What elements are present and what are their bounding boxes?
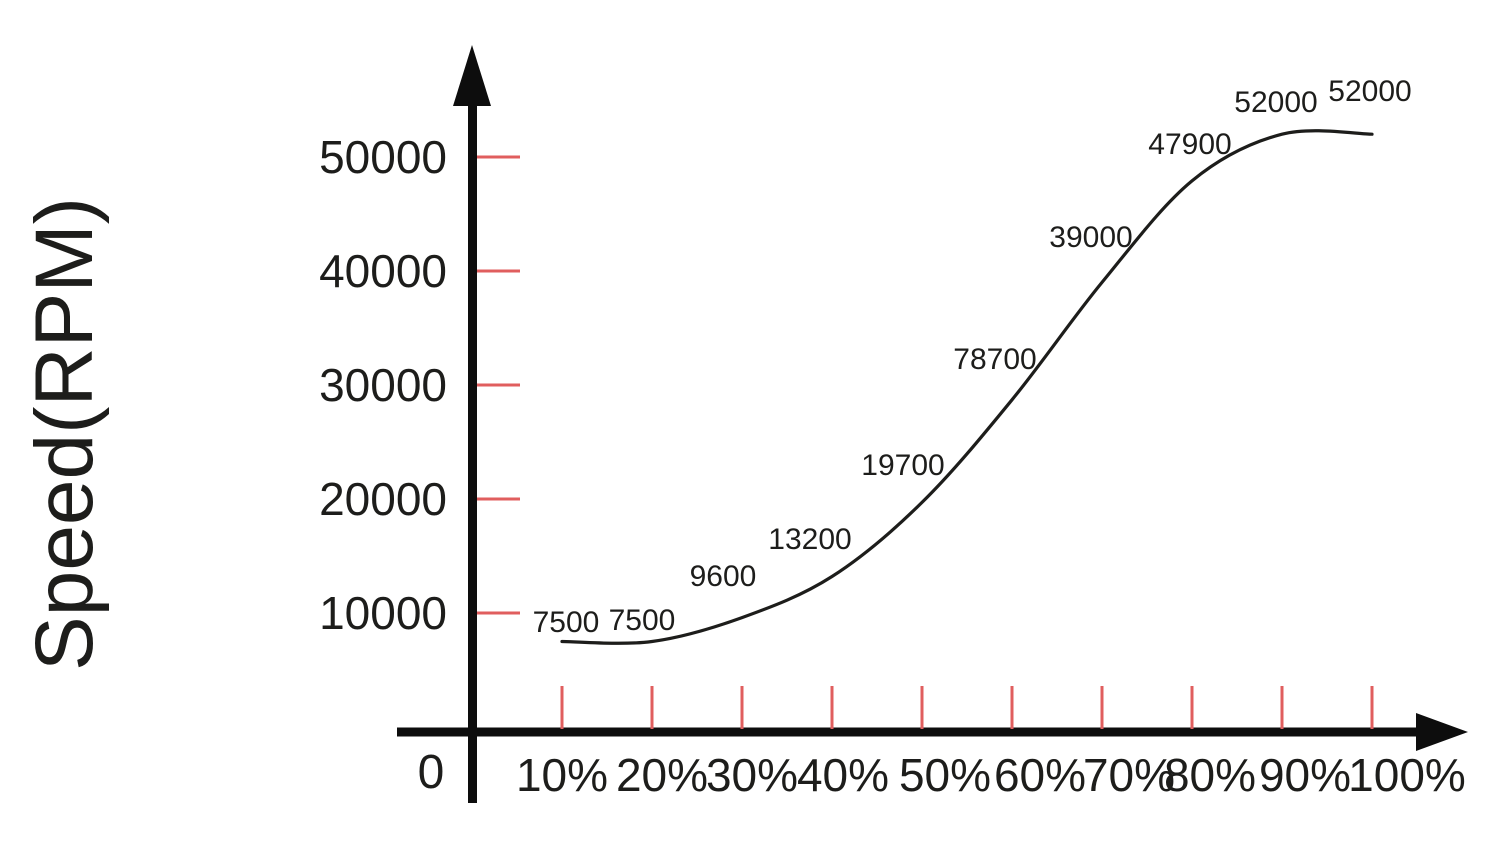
y-tick-label-20000: 20000 [319,473,447,525]
point-label-20: 7500 [608,604,676,637]
y-axis-tick-marks [477,155,520,615]
x-tick-label-80: 80% [1163,749,1257,801]
point-label-30: 9600 [689,560,757,593]
x-tick-label-90: 90% [1258,749,1352,801]
y-axis-arrowhead-icon [453,45,491,106]
x-tick-label-10: 10% [515,749,609,801]
point-label-100: 52000 [1328,75,1412,108]
x-axis-arrowhead-icon [1416,713,1468,751]
point-label-40: 13200 [768,523,852,556]
speed-curve [560,129,1374,645]
point-label-50: 19700 [861,449,945,482]
point-label-80: 47900 [1148,128,1232,161]
x-tick-label-60: 60% [993,749,1087,801]
y-tick-label-10000: 10000 [319,587,447,639]
x-tick-label-100: 100% [1348,749,1466,801]
origin-label: 0 [417,746,445,799]
x-tick-label-40: 40% [796,749,890,801]
y-tick-label-40000: 40000 [319,245,447,297]
x-tick-label-70: 70% [1082,749,1176,801]
x-tick-label-20: 20% [615,749,709,801]
y-axis-title: Speed(RPM) [19,197,110,671]
y-tick-label-50000: 50000 [319,131,447,183]
point-label-60: 78700 [953,343,1037,376]
point-label-10: 7500 [532,606,600,639]
x-axis-tick-marks [560,686,1374,729]
point-label-70: 39000 [1049,221,1133,254]
y-tick-label-30000: 30000 [319,359,447,411]
x-tick-label-50: 50% [898,749,992,801]
x-tick-label-30: 30% [705,749,799,801]
point-label-90: 52000 [1234,86,1318,119]
